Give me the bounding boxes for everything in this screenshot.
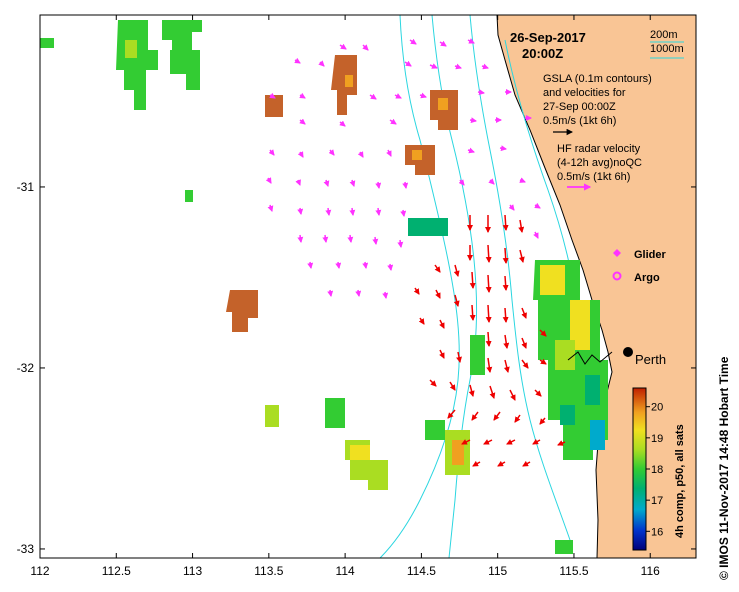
glider-label: Glider	[634, 249, 667, 261]
x-axis: 112 112.5 113 113.5 114 114.5 115 115.5 116	[30, 15, 660, 578]
colorbar-ticks: 16 17 18 19 20	[646, 402, 663, 538]
gsla-legend-line1: GSLA (0.1m contours)	[543, 73, 652, 85]
title-time: 20:00Z	[522, 46, 563, 61]
contour-200-label: 200m	[650, 29, 678, 41]
colorbar-label: 4h comp, p50, all sats	[674, 424, 686, 538]
x-tick-label: 113.5	[254, 564, 283, 578]
hf-legend-line1: HF radar velocity	[557, 143, 641, 155]
contour-1000-label: 1000m	[650, 43, 684, 55]
hf-radar-arrows	[413, 214, 566, 467]
hf-legend-scale: 0.5m/s (1kt 6h)	[557, 171, 630, 183]
y-tick-label: -32	[17, 361, 35, 375]
plot-frame	[39, 14, 697, 559]
colorbar-tick-label: 20	[651, 402, 663, 414]
gsla-arrows	[265, 38, 541, 299]
x-tick-label: 115	[488, 564, 507, 578]
x-tick-label: 114.5	[407, 564, 436, 578]
y-tick-label: -33	[17, 542, 35, 556]
colorbar-tick-label: 17	[651, 495, 663, 507]
x-tick-label: 112	[30, 564, 49, 578]
hf-legend-line2: (4-12h avg)noQC	[557, 157, 642, 169]
title-date: 26-Sep-2017	[510, 30, 586, 45]
x-tick-label: 115.5	[559, 564, 588, 578]
colorbar-tick-label: 16	[651, 526, 663, 538]
gsla-legend-line3: 27-Sep 00:00Z	[543, 101, 616, 113]
x-tick-label: 112.5	[102, 564, 131, 578]
perth-label: Perth	[635, 352, 666, 367]
colorbar-tick-label: 18	[651, 464, 663, 476]
colorbar	[632, 387, 647, 551]
gsla-legend-line2: and velocities for	[543, 87, 626, 99]
perth-marker: Perth	[567, 347, 666, 367]
x-tick-label: 114	[336, 564, 355, 578]
argo-label: Argo	[634, 272, 660, 284]
y-tick-label: -31	[17, 180, 35, 194]
credit-footer: © IMOS 11-Nov-2017 14:48 Hobart Time	[717, 356, 731, 580]
x-tick-label: 113	[183, 564, 202, 578]
x-tick-label: 116	[641, 564, 660, 578]
sst-patches	[40, 20, 608, 554]
glider-icon	[613, 249, 621, 257]
argo-icon	[612, 271, 622, 281]
gsla-legend-scale: 0.5m/s (1kt 6h)	[543, 115, 616, 127]
y-axis: -31 -32 -33	[17, 180, 696, 556]
colorbar-tick-label: 19	[651, 433, 663, 445]
